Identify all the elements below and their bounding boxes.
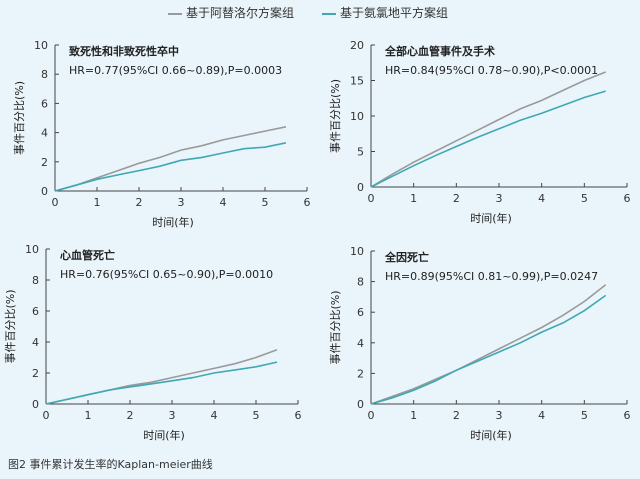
y-tick-label: 6	[357, 306, 364, 319]
figure-caption: 图2 事件累计发生率的Kaplan-meier曲线	[8, 458, 213, 471]
x-tick-label: 4	[211, 409, 218, 422]
y-axis-label: 事件百分比(%)	[329, 290, 342, 364]
panel-subtitle: HR=0.76(95%CI 0.65~0.90),P=0.0010	[60, 268, 273, 281]
panel-subtitle: HR=0.84(95%CI 0.78~0.90),P<0.0001	[385, 64, 598, 77]
series-line-amlodipine	[370, 294, 607, 405]
legend-label: 基于氨氯地平方案组	[340, 6, 449, 20]
panel-title: 全部心血管事件及手术	[384, 44, 495, 58]
panel-subtitle: HR=0.77(95%CI 0.66~0.89),P=0.0003	[69, 64, 282, 77]
series-line-amlodipine	[54, 142, 287, 192]
x-tick-label: 0	[43, 409, 50, 422]
y-tick-label: 4	[41, 127, 48, 140]
x-tick-label: 3	[178, 196, 185, 209]
y-tick-label: 2	[357, 367, 364, 380]
x-tick-label: 0	[368, 409, 375, 422]
x-axis-label: 时间(年)	[152, 215, 194, 229]
chart-panel-2: 0 5 10 15 20 0 1 2 3 4 5 6 时间(年) 事件百分比(%) 全部心血管事件及手术 HR…	[329, 39, 631, 225]
panel-title: 全因死亡	[384, 250, 429, 264]
legend-swatch-teal	[322, 12, 336, 15]
y-axis-label: 事件百分比(%)	[4, 289, 17, 363]
x-tick-label: 1	[85, 409, 92, 422]
chart-panel-3: 0 2 4 6 8 10 0 1 2 3 4 5 6 时间(年) 事件百分比(%) 心血管死亡 HR=0.76(…	[4, 243, 302, 442]
chart-panel-4: 0 2 4 6 8 10 0 1 2 3 4 5 6 时间(年) 事件百分比(%) 全因死亡 HR=0.89(9…	[329, 245, 631, 442]
y-tick-label: 10	[34, 39, 48, 52]
x-tick-label: 2	[127, 409, 134, 422]
x-tick-label: 5	[581, 409, 588, 422]
y-tick-label: 10	[350, 110, 364, 123]
y-tick-label: 6	[41, 97, 48, 110]
series-line-amlodipine	[370, 90, 606, 188]
x-tick-label: 2	[453, 409, 460, 422]
x-tick-label: 3	[496, 192, 503, 205]
y-tick-label: 4	[357, 337, 364, 350]
x-tick-label: 6	[304, 196, 311, 209]
series-line-atenolol	[54, 126, 287, 192]
y-tick-label: 6	[32, 305, 39, 318]
x-tick-label: 2	[453, 192, 460, 205]
y-tick-label: 2	[41, 156, 48, 169]
x-tick-label: 5	[262, 196, 269, 209]
y-tick-label: 0	[32, 398, 39, 411]
x-tick-label: 5	[581, 192, 588, 205]
series-line-amlodipine	[45, 361, 278, 405]
series-line-atenolol	[370, 284, 607, 405]
x-axis-label: 时间(年)	[143, 428, 185, 442]
y-tick-label: 5	[357, 146, 364, 159]
y-tick-label: 15	[350, 75, 364, 88]
legend-swatch-gray	[168, 12, 182, 15]
series-line-atenolol	[370, 71, 606, 188]
x-tick-label: 6	[624, 409, 631, 422]
x-tick-label: 3	[169, 409, 176, 422]
x-tick-label: 1	[94, 196, 101, 209]
chart-panel-1: 0 2 4 6 8 10 0 1 2 3 4 5 6 时间(年) 事件百分比(%) 致死性和非致死性卒中 HR=…	[13, 39, 311, 229]
legend-label: 基于阿替洛尔方案组	[186, 6, 295, 20]
x-tick-label: 4	[538, 409, 545, 422]
legend-item-amlodipine: 基于氨氯地平方案组	[322, 4, 448, 21]
y-tick-label: 0	[357, 181, 364, 194]
legend: 基于阿替洛尔方案组 基于氨氯地平方案组	[0, 4, 640, 22]
y-tick-label: 0	[41, 185, 48, 198]
x-tick-label: 0	[52, 196, 59, 209]
x-tick-label: 0	[368, 192, 375, 205]
y-tick-label: 8	[32, 274, 39, 287]
x-axis-label: 时间(年)	[470, 211, 512, 225]
panel-title: 致死性和非致死性卒中	[69, 44, 179, 58]
y-tick-label: 8	[357, 276, 364, 289]
y-axis-label: 事件百分比(%)	[329, 79, 342, 153]
y-tick-label: 2	[32, 367, 39, 380]
x-tick-label: 1	[410, 192, 417, 205]
x-tick-label: 4	[538, 192, 545, 205]
x-tick-label: 5	[253, 409, 260, 422]
y-tick-label: 4	[32, 336, 39, 349]
y-tick-label: 10	[25, 243, 39, 256]
y-axis-label: 事件百分比(%)	[13, 81, 26, 155]
x-tick-label: 4	[220, 196, 227, 209]
panel-title: 心血管死亡	[60, 248, 115, 262]
y-tick-label: 10	[350, 245, 364, 258]
y-tick-label: 0	[357, 398, 364, 411]
x-tick-label: 6	[295, 409, 302, 422]
panel-subtitle: HR=0.89(95%CI 0.81~0.99),P=0.0247	[385, 270, 598, 283]
y-tick-label: 8	[41, 68, 48, 81]
x-tick-label: 6	[624, 192, 631, 205]
legend-item-atenolol: 基于阿替洛尔方案组	[168, 4, 294, 21]
x-tick-label: 1	[410, 409, 417, 422]
x-axis-label: 时间(年)	[470, 428, 512, 442]
x-tick-label: 2	[136, 196, 143, 209]
y-tick-label: 20	[350, 39, 364, 52]
x-tick-label: 3	[496, 409, 503, 422]
